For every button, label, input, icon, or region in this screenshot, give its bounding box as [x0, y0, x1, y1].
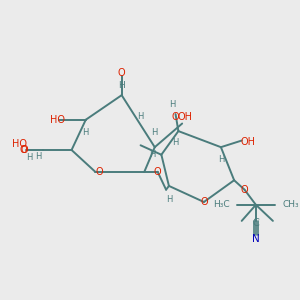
Text: OH: OH — [178, 112, 193, 122]
Text: CH₃: CH₃ — [282, 200, 299, 209]
Text: H: H — [218, 155, 224, 164]
Text: OH: OH — [241, 137, 256, 147]
Text: H: H — [172, 138, 179, 147]
Text: H: H — [166, 195, 172, 204]
Text: H: H — [137, 112, 144, 122]
Text: O: O — [241, 185, 248, 195]
Text: H: H — [82, 128, 89, 137]
Text: C: C — [253, 218, 259, 228]
Text: HO: HO — [50, 115, 65, 125]
Text: O: O — [172, 112, 179, 122]
Text: O: O — [20, 145, 27, 155]
Text: H₃C: H₃C — [213, 200, 230, 209]
Text: H: H — [35, 152, 42, 161]
Text: O: O — [118, 68, 125, 77]
Text: HO: HO — [12, 139, 27, 149]
Text: H: H — [26, 153, 32, 162]
Text: O: O — [20, 145, 28, 155]
Text: O: O — [200, 197, 208, 207]
Text: O: O — [95, 167, 103, 177]
Text: H: H — [149, 150, 155, 159]
Text: N: N — [252, 234, 260, 244]
Text: H: H — [152, 128, 158, 137]
Text: H: H — [118, 81, 125, 90]
Text: O: O — [154, 167, 161, 177]
Text: H: H — [169, 100, 176, 109]
